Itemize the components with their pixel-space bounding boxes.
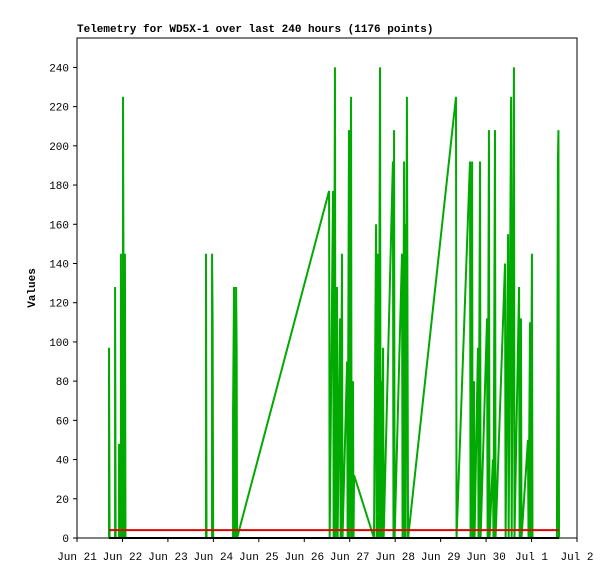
plot-frame	[76, 37, 578, 539]
y-tick-label: 20	[56, 495, 69, 507]
y-axis-label: Values	[27, 268, 39, 308]
y-tick-label: 40	[56, 456, 69, 468]
x-tick-label: Jun 30	[466, 552, 506, 564]
y-tick-label: 120	[49, 299, 69, 311]
x-tick-label: Jun 29	[421, 552, 461, 564]
x-tick-label: Jun 28	[375, 552, 415, 564]
y-tick-label: 240	[49, 63, 69, 75]
y-tick-label: 220	[49, 103, 69, 115]
x-tick-label: Jul 2	[560, 552, 593, 564]
chart-title: Telemetry for WD5X-1 over last 240 hours…	[77, 24, 433, 36]
y-tick-label: 100	[49, 338, 69, 350]
x-tick-label: Jun 22	[103, 552, 143, 564]
y-tick-label: 200	[49, 142, 69, 154]
x-tick-label: Jun 21	[57, 552, 97, 564]
x-tick-label: Jul 1	[515, 552, 548, 564]
series-line	[108, 67, 561, 539]
y-tick-label: 80	[56, 377, 69, 389]
x-tick-label: Jun 23	[148, 552, 188, 564]
y-tick-label: 180	[49, 181, 69, 193]
x-tick-label: Jun 26	[284, 552, 324, 564]
y-tick-label: 0	[62, 534, 69, 546]
y-tick-label: 160	[49, 220, 69, 232]
x-tick-label: Jun 24	[194, 552, 234, 564]
y-tick-label: 140	[49, 259, 69, 271]
x-tick-label: Jun 27	[330, 552, 370, 564]
x-tick-label: Jun 25	[239, 552, 279, 564]
y-tick-label: 60	[56, 416, 69, 428]
